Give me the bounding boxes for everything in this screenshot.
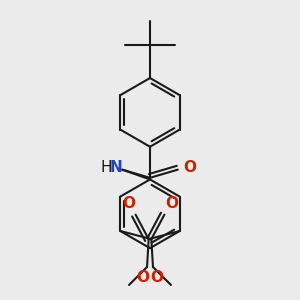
Text: O: O xyxy=(150,270,164,285)
Text: O: O xyxy=(122,196,135,211)
Text: O: O xyxy=(136,270,150,285)
Text: O: O xyxy=(165,196,178,211)
Text: O: O xyxy=(184,160,197,175)
Text: N: N xyxy=(110,160,123,175)
Text: H: H xyxy=(101,160,112,175)
